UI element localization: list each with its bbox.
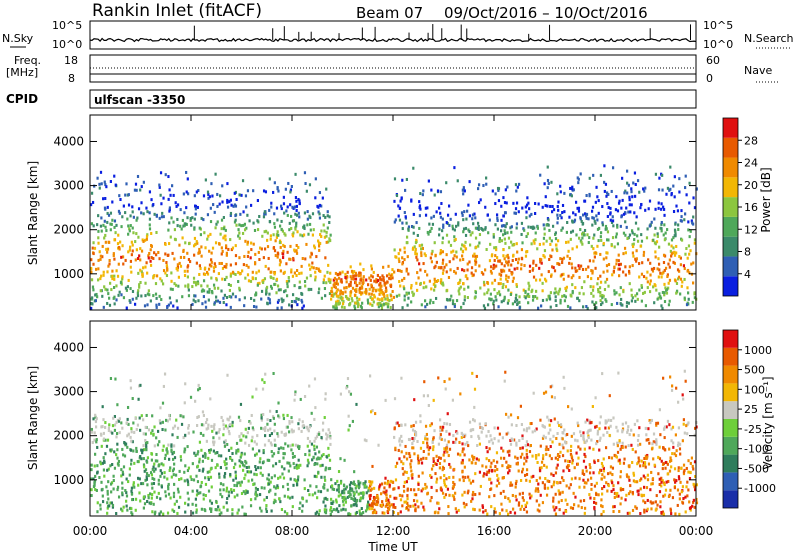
y-tick-label: 3000 (53, 385, 84, 399)
colorbar-cell (723, 472, 738, 491)
colorbar-tick-label: 16 (744, 201, 758, 214)
nave-label: Nave (744, 64, 772, 77)
colorbar-cell (723, 216, 738, 237)
colorbar-cell (723, 365, 738, 384)
colorbar-tick-label: 500 (744, 364, 765, 377)
colorbar-tick-label: 20 (744, 179, 758, 192)
colorbar-tick-label: 28 (744, 134, 758, 147)
freq-unit-label: [MHz] (6, 66, 38, 79)
velocity-y-axis-label: Slant Range [km] (26, 366, 40, 470)
time-axis-label: Time UT (367, 540, 418, 554)
y-tick-label: 2000 (53, 429, 84, 443)
x-tick-label: 20:00 (578, 524, 613, 538)
colorbar-tick-label: 1000 (744, 344, 772, 357)
y-tick-label: 4000 (53, 340, 84, 354)
colorbar-cell (723, 490, 738, 508)
noise-right-tick-top: 10^5 (703, 19, 733, 32)
cpid-value: ulfscan -3350 (94, 93, 185, 107)
date-range: 09/Oct/2016 – 10/Oct/2016 (444, 4, 648, 22)
x-tick-label: 04:00 (174, 524, 209, 538)
colorbar-tick-label: -1000 (744, 482, 776, 495)
colorbar-cell (723, 276, 738, 296)
colorbar-cell (723, 137, 738, 158)
noise-left-tick-bottom: 10^0 (52, 38, 82, 51)
colorbar-tick-label: 24 (744, 157, 758, 170)
nsearch-label: N.Search (744, 32, 794, 45)
x-tick-label: 08:00 (275, 524, 310, 538)
colorbar-tick-label: 100 (744, 383, 765, 396)
cpid-panel (89, 89, 697, 109)
nsky-label: N.Sky (2, 32, 34, 45)
colorbar-tick-label: 8 (744, 246, 751, 259)
colorbar-tick-label: -25 (744, 423, 762, 436)
colorbar-cell (723, 197, 738, 217)
colorbar-tick-label: -500 (744, 462, 769, 475)
noise-panel: N.Sky 10^5 10^0 10^5 10^0 N.Search (2, 19, 794, 51)
beam-label: Beam 07 (356, 4, 423, 22)
station-title: Rankin Inlet (fitACF) (92, 1, 262, 21)
cpid-label: CPID (6, 92, 38, 106)
freq-label: Freq. (14, 54, 41, 67)
x-tick-label: 00:00 (679, 524, 714, 538)
nave-tick-bottom: 0 (706, 72, 713, 85)
freq-tick-top: 18 (64, 54, 78, 67)
power-colorbar-label: Power [dB] (759, 167, 773, 232)
power-panel: 1000 2000 3000 4000 Slant Range [km] 4 8 12 16… (26, 114, 773, 311)
y-tick-label: 4000 (53, 134, 84, 148)
colorbar-cell (723, 419, 738, 437)
colorbar-cell (723, 347, 738, 366)
colorbar-cell (723, 236, 738, 257)
y-tick-label: 2000 (53, 223, 84, 237)
colorbar-cell (723, 383, 738, 402)
y-tick-label: 1000 (53, 473, 84, 487)
noise-trace (89, 24, 697, 43)
y-tick-label: 3000 (53, 179, 84, 193)
x-tick-label: 00:00 (73, 524, 108, 538)
colorbar-tick-label: 12 (744, 223, 758, 236)
colorbar-cell (723, 118, 738, 138)
colorbar-cell (723, 401, 738, 419)
noise-left-tick-top: 10^5 (52, 19, 82, 32)
time-axis: 00:00 04:00 08:00 12:00 16:00 20:00 00:00 (73, 115, 714, 538)
velocity-panel: 1000 2000 3000 4000 Slant Range [km] 1000 50… (26, 320, 776, 517)
velocity-colorbar: 1000 500 100 25 -25 -100 -500 -1000 (722, 329, 776, 509)
power-y-axis: 1000 2000 3000 4000 (53, 134, 696, 281)
colorbar-cell (723, 436, 738, 455)
colorbar-cell (723, 177, 738, 198)
x-tick-label: 12:00 (376, 524, 411, 538)
colorbar-cell (723, 256, 738, 277)
noise-right-tick-bottom: 10^0 (703, 38, 733, 51)
colorbar-tick-label: 4 (744, 268, 751, 281)
power-colorbar: 4 8 12 16 20 24 28 (722, 117, 758, 297)
x-tick-label: 16:00 (477, 524, 512, 538)
colorbar-cell (723, 157, 738, 178)
freq-panel: Freq. [MHz] 18 8 60 0 Nave (6, 54, 780, 85)
y-tick-label: 1000 (53, 267, 84, 281)
colorbar-cell (723, 454, 738, 473)
velocity-colorbar-label: Velocity [m s⁻¹] (761, 376, 775, 469)
colorbar-cell (723, 330, 738, 348)
colorbar-tick-label: -100 (744, 443, 769, 456)
power-y-axis-label: Slant Range [km] (26, 161, 40, 265)
colorbar-tick-label: 25 (744, 403, 758, 416)
velocity-heatmap (90, 369, 699, 516)
freq-tick-bottom: 8 (68, 72, 75, 85)
nave-tick-top: 60 (706, 54, 720, 67)
power-heatmap (90, 164, 698, 310)
velocity-y-axis: 1000 2000 3000 4000 (53, 340, 696, 487)
